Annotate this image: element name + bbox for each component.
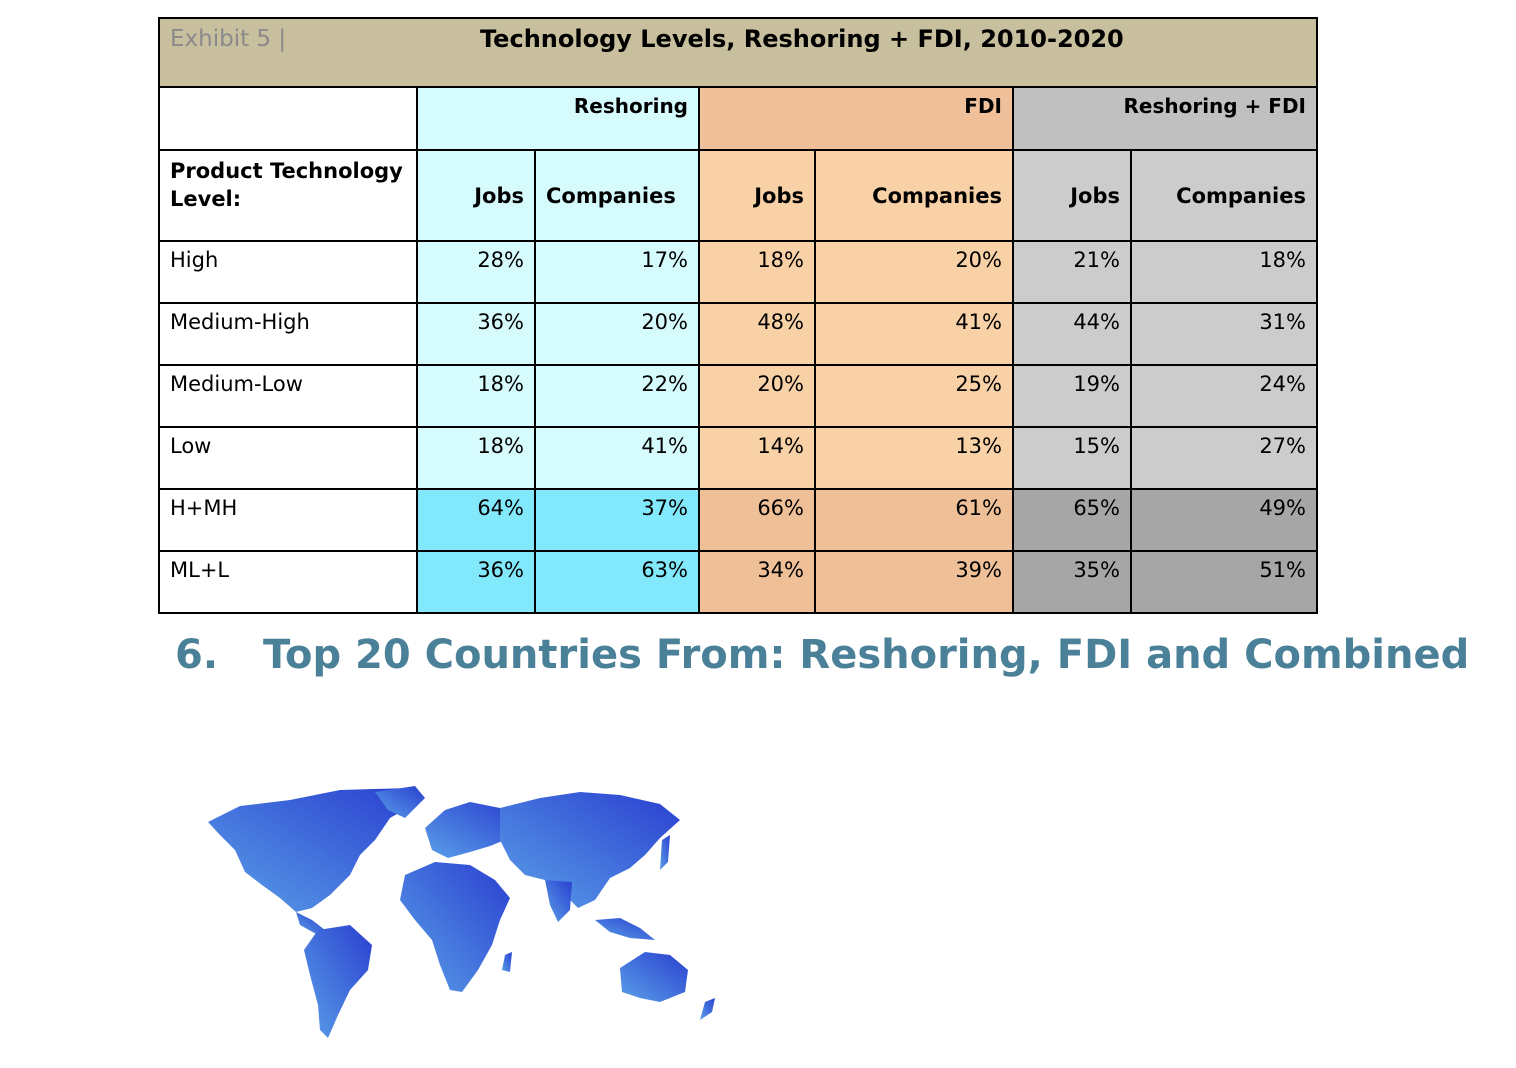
col-header: Companies <box>1130 149 1318 242</box>
cell: 44% <box>1012 302 1132 366</box>
cell: 63% <box>534 550 700 614</box>
world-map-icon <box>208 786 715 1038</box>
cell: 27% <box>1130 426 1318 490</box>
cell: 20% <box>534 302 700 366</box>
cell: 39% <box>814 550 1014 614</box>
cell: 21% <box>1012 240 1132 304</box>
col-header: Jobs <box>698 149 816 242</box>
exhibit-title-row: Exhibit 5 | Technology Levels, Reshoring… <box>158 17 1318 88</box>
col-header: Jobs <box>1012 149 1132 242</box>
cell: 64% <box>416 488 536 552</box>
table-row: High 28% 17% 18% 20% 21% 18% <box>158 240 1318 304</box>
table-row: Medium-High 36% 20% 48% 41% 44% 31% <box>158 302 1318 366</box>
group-reshoring: Reshoring <box>416 86 700 151</box>
row-label: H+MH <box>158 488 418 552</box>
blank-cell <box>158 86 418 151</box>
row-label: Medium-High <box>158 302 418 366</box>
cell: 19% <box>1012 364 1132 428</box>
cell: 18% <box>416 364 536 428</box>
group-header-row: Reshoring FDI Reshoring + FDI <box>158 86 1318 151</box>
cell: 41% <box>534 426 700 490</box>
cell: 17% <box>534 240 700 304</box>
col-header: Companies <box>534 149 700 242</box>
cell: 31% <box>1130 302 1318 366</box>
cell: 35% <box>1012 550 1132 614</box>
cell: 18% <box>698 240 816 304</box>
cell: 61% <box>814 488 1014 552</box>
cell: 48% <box>698 302 816 366</box>
section-heading: 6. Top 20 Countries From: Reshoring, FDI … <box>175 632 1469 678</box>
cell: 13% <box>814 426 1014 490</box>
cell: 20% <box>698 364 816 428</box>
table-row: Low 18% 41% 14% 13% 15% 27% <box>158 426 1318 490</box>
table-row: H+MH 64% 37% 66% 61% 65% 49% <box>158 488 1318 552</box>
section-number: 6. <box>175 632 219 678</box>
cell: 49% <box>1130 488 1318 552</box>
exhibit-table: Exhibit 5 | Technology Levels, Reshoring… <box>158 17 1318 614</box>
cell: 25% <box>814 364 1014 428</box>
cell: 15% <box>1012 426 1132 490</box>
cell: 34% <box>698 550 816 614</box>
row-header-label: Product Technology Level: <box>158 149 418 242</box>
exhibit-title: Technology Levels, Reshoring + FDI, 2010… <box>480 25 1124 53</box>
cell: 36% <box>416 302 536 366</box>
cell: 20% <box>814 240 1014 304</box>
col-header: Jobs <box>416 149 536 242</box>
cell: 18% <box>1130 240 1318 304</box>
cell: 18% <box>416 426 536 490</box>
column-header-row: Product Technology Level: Jobs Companies… <box>158 149 1318 242</box>
group-fdi: FDI <box>698 86 1014 151</box>
row-label: Medium-Low <box>158 364 418 428</box>
exhibit-label: Exhibit 5 | <box>170 26 287 52</box>
cell: 22% <box>534 364 700 428</box>
cell: 24% <box>1130 364 1318 428</box>
table-row: Medium-Low 18% 22% 20% 25% 19% 24% <box>158 364 1318 428</box>
group-combined: Reshoring + FDI <box>1012 86 1318 151</box>
row-label: High <box>158 240 418 304</box>
row-label: Low <box>158 426 418 490</box>
cell: 41% <box>814 302 1014 366</box>
table-row: ML+L 36% 63% 34% 39% 35% 51% <box>158 550 1318 614</box>
cell: 66% <box>698 488 816 552</box>
cell: 28% <box>416 240 536 304</box>
col-header: Companies <box>814 149 1014 242</box>
cell: 36% <box>416 550 536 614</box>
cell: 14% <box>698 426 816 490</box>
row-label: ML+L <box>158 550 418 614</box>
cell: 51% <box>1130 550 1318 614</box>
section-title: Top 20 Countries From: Reshoring, FDI an… <box>263 632 1470 678</box>
cell: 37% <box>534 488 700 552</box>
cell: 65% <box>1012 488 1132 552</box>
